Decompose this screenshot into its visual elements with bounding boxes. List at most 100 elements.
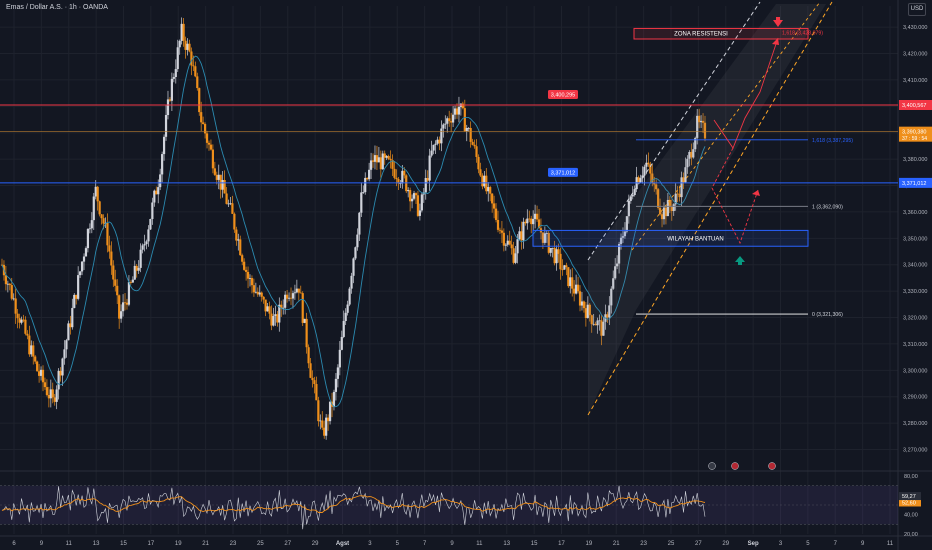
buy-arrow-stem [738,261,742,265]
candle-body [479,169,482,176]
candle-body [543,233,546,243]
candle-body [194,66,197,77]
candle-body [366,177,369,180]
candle-body [649,164,652,174]
projection-arrowhead-up [772,38,779,45]
candle-body [315,384,318,401]
x-tick-label: 19 [175,541,182,547]
candle-body [698,115,701,123]
candle-body [157,187,160,195]
candle-body [420,194,423,211]
candle-body [121,302,125,312]
candle-body [86,228,90,249]
candle-body [592,323,595,325]
candle-body [38,371,41,376]
candle-body [455,108,459,115]
candle-body [559,253,562,270]
candle-body [65,340,68,350]
candle-body [131,279,134,283]
candle-body [530,218,533,225]
resistance-line-label-bg [548,90,578,99]
rsi-value-label: 52,60 [902,500,916,506]
price-axis-label: 3,371,012 [902,181,926,187]
candle-body [295,288,298,293]
candle-body [348,288,351,305]
sell-arrow-stem [776,17,780,21]
candle-body [535,213,539,220]
candle-body [246,271,250,279]
x-tick-label: 19 [586,541,593,547]
candle-body [127,282,131,305]
candle-body [289,297,293,299]
channel-middle-line [631,1,821,251]
candle-body [282,307,285,309]
candle-body [657,189,660,208]
candle-body [221,180,224,190]
candle-body [278,304,281,323]
candle-body [520,231,523,241]
candle-body [82,256,86,262]
fib-level-label: 0 (3,321,306) [812,312,843,318]
price-axis-label: 3,400,567 [902,103,926,109]
candle-body [397,179,400,184]
candle-body [561,269,564,271]
candle-body [514,253,517,263]
resistance-zone [633,27,809,40]
y-tick-label: 3,280.000 [903,421,927,427]
candle-body [266,306,269,312]
candle-body [582,301,586,309]
candle-body [137,267,140,271]
candle-body [584,308,587,318]
candle-body [299,292,302,294]
y-tick-label: 3,360.000 [903,210,927,216]
candle-body [145,241,148,245]
candle-body [166,99,170,116]
candle-body [436,139,439,144]
candle-body [557,249,560,254]
candle-body [502,232,505,246]
candle-body [496,219,500,230]
candle-body [161,154,164,175]
candle-body [450,121,453,123]
candle-body [565,265,568,268]
candle-body [73,294,76,308]
x-tick-label: Sep [748,541,759,547]
candle-body [6,283,9,285]
candle-body [491,193,494,204]
candle-body [328,401,332,422]
candle-body [660,214,664,220]
candle-body [268,306,271,314]
resistance-line-label: 3,400,295 [551,93,575,99]
candle-body [92,196,95,221]
candle-body [311,377,314,381]
candle-body [653,182,656,185]
candle-body [231,203,234,214]
x-tick-label: 27 [284,541,291,547]
candle-body [8,283,11,286]
candle-body [342,321,345,337]
candle-body [100,214,103,219]
candle-body [545,233,548,234]
candle-body [71,307,74,328]
candle-body [79,271,82,276]
x-tick-label: 17 [148,541,155,547]
candle-body [643,166,646,176]
candle-body [186,43,189,50]
candle-body [327,417,330,422]
candle-body [51,389,54,398]
candle-body [383,153,386,158]
candle-body [258,292,261,295]
currency-button[interactable]: USD [908,3,926,16]
channel-upper-line [587,1,761,261]
candle-body [34,356,37,362]
candle-body [135,265,138,271]
x-tick-label: 11 [887,541,894,547]
candle-body [203,124,207,134]
sell-arrow-icon [773,20,783,27]
candle-body [446,118,449,124]
candle-body [485,175,488,192]
candle-body [235,229,238,241]
candle-body [106,222,109,246]
candle-body [471,141,474,145]
